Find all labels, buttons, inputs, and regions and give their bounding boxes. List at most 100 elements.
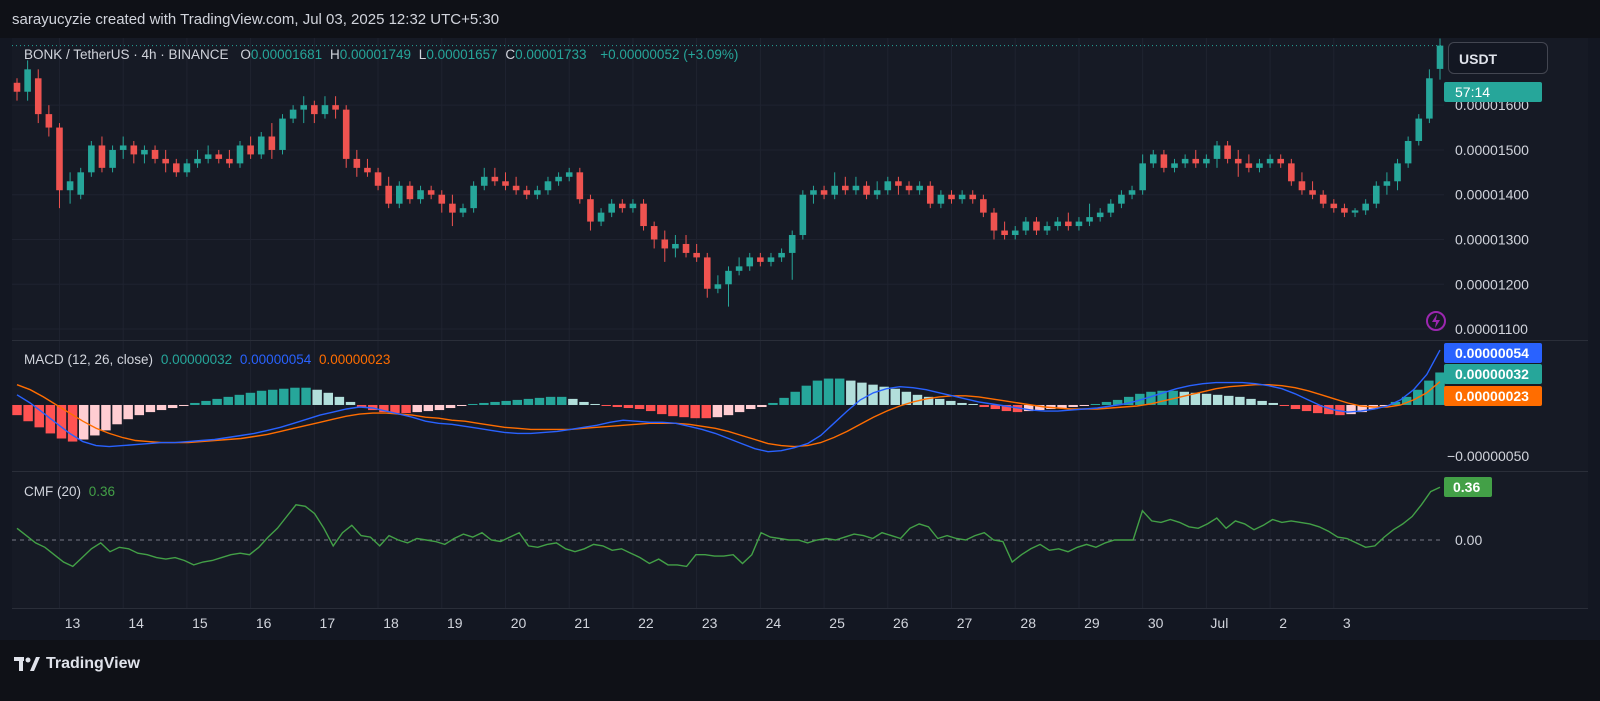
candle-body[interactable] <box>98 145 106 168</box>
candle-body[interactable] <box>512 185 520 191</box>
candle-body[interactable] <box>172 163 180 173</box>
candle-body[interactable] <box>587 199 594 222</box>
candle-body[interactable] <box>523 190 531 195</box>
candle-body[interactable] <box>640 203 647 227</box>
candle-body[interactable] <box>1160 154 1168 168</box>
candle-body[interactable] <box>353 158 361 168</box>
candle-body[interactable] <box>1330 203 1338 209</box>
candle-body[interactable] <box>682 243 690 253</box>
candle-body[interactable] <box>88 145 95 173</box>
candle-body[interactable] <box>895 181 902 186</box>
candle-body[interactable] <box>183 163 191 173</box>
candle-body[interactable] <box>1266 158 1274 164</box>
candle-body[interactable] <box>257 136 265 155</box>
candle-body[interactable] <box>661 239 669 249</box>
tradingview-logo[interactable]: TradingView <box>14 655 140 673</box>
candle-body[interactable] <box>778 252 785 258</box>
candle-body[interactable] <box>194 158 201 164</box>
candle-body[interactable] <box>1309 190 1316 195</box>
candle-body[interactable] <box>13 82 21 92</box>
candle-body[interactable] <box>311 105 318 115</box>
candle-body[interactable] <box>247 145 254 155</box>
cmf-label[interactable]: CMF (20) <box>24 484 81 499</box>
candle-body[interactable] <box>1319 194 1327 204</box>
candle-body[interactable] <box>332 105 339 110</box>
candle-body[interactable] <box>215 154 223 159</box>
candle-body[interactable] <box>916 185 923 191</box>
candle-body[interactable] <box>470 185 477 209</box>
candle-body[interactable] <box>268 136 276 150</box>
candle-body[interactable] <box>980 199 987 213</box>
macd-label[interactable]: MACD (12, 26, close) <box>24 352 154 367</box>
candle-body[interactable] <box>1171 163 1178 168</box>
candle-body[interactable] <box>279 118 286 150</box>
candle-body[interactable] <box>746 257 754 267</box>
candle-body[interactable] <box>502 181 509 186</box>
candle-body[interactable] <box>788 235 796 253</box>
candle-body[interactable] <box>34 78 42 115</box>
candle-body[interactable] <box>459 208 467 213</box>
candle-body[interactable] <box>1404 140 1412 164</box>
candle-body[interactable] <box>714 284 722 289</box>
candle-body[interactable] <box>321 105 329 115</box>
candle-body[interactable] <box>693 252 700 258</box>
candle-body[interactable] <box>1043 226 1051 231</box>
candle-body[interactable] <box>45 114 53 128</box>
candle-body[interactable] <box>24 69 31 92</box>
candle-body[interactable] <box>56 127 63 191</box>
candle-body[interactable] <box>703 257 711 289</box>
candle-body[interactable] <box>66 181 74 191</box>
candle-body[interactable] <box>1213 145 1221 159</box>
candle-body[interactable] <box>810 190 817 195</box>
candle-body[interactable] <box>342 109 350 159</box>
candle-body[interactable] <box>852 185 860 191</box>
candle-body[interactable] <box>1033 221 1040 231</box>
candle-body[interactable] <box>1203 158 1210 164</box>
candle-body[interactable] <box>1149 154 1157 164</box>
candle-body[interactable] <box>1372 185 1380 204</box>
candle-body[interactable] <box>427 190 435 195</box>
candle-body[interactable] <box>300 105 308 110</box>
candle-body[interactable] <box>1118 194 1125 204</box>
candle-body[interactable] <box>820 190 828 195</box>
candle-body[interactable] <box>873 190 881 195</box>
candle-body[interactable] <box>1128 190 1136 195</box>
candle-body[interactable] <box>1298 181 1306 191</box>
candle-body[interactable] <box>1436 45 1444 69</box>
candle-body[interactable] <box>1054 221 1061 227</box>
candle-body[interactable] <box>990 212 998 231</box>
candle-body[interactable] <box>905 185 913 191</box>
candle-body[interactable] <box>236 145 244 164</box>
candle-body[interactable] <box>672 243 679 249</box>
candle-body[interactable] <box>77 172 85 195</box>
symbol-pair[interactable]: BONK / TetherUS · 4h · BINANCE <box>24 47 229 62</box>
candle-body[interactable] <box>130 145 138 155</box>
candle-body[interactable] <box>204 154 212 159</box>
candle-body[interactable] <box>406 185 414 200</box>
candle-body[interactable] <box>767 257 775 262</box>
candle-body[interactable] <box>555 176 562 182</box>
candle-body[interactable] <box>1086 217 1093 222</box>
symbol-legend[interactable]: BONK / TetherUS · 4h · BINANCE O0.000016… <box>24 47 742 62</box>
candle-body[interactable] <box>969 194 977 200</box>
price-panel[interactable] <box>12 38 1588 340</box>
candle-body[interactable] <box>565 172 573 177</box>
alert-icon[interactable] <box>1426 311 1446 331</box>
candle-body[interactable] <box>1394 163 1401 182</box>
candle-body[interactable] <box>226 158 233 164</box>
candle-body[interactable] <box>438 194 446 204</box>
candle-body[interactable] <box>1139 163 1146 191</box>
candle-body[interactable] <box>842 185 849 191</box>
macd-legend[interactable]: MACD (12, 26, close) 0.00000032 0.000000… <box>24 352 394 367</box>
candle-body[interactable] <box>1001 230 1008 236</box>
candle-body[interactable] <box>926 185 934 204</box>
candle-body[interactable] <box>1256 163 1263 168</box>
candle-body[interactable] <box>948 194 955 200</box>
candle-body[interactable] <box>597 212 605 222</box>
candle-body[interactable] <box>1022 221 1030 231</box>
candle-body[interactable] <box>958 194 966 200</box>
candle-body[interactable] <box>1075 221 1083 227</box>
candle-body[interactable] <box>1234 158 1242 164</box>
candle-body[interactable] <box>757 257 764 262</box>
candle-body[interactable] <box>544 181 552 191</box>
